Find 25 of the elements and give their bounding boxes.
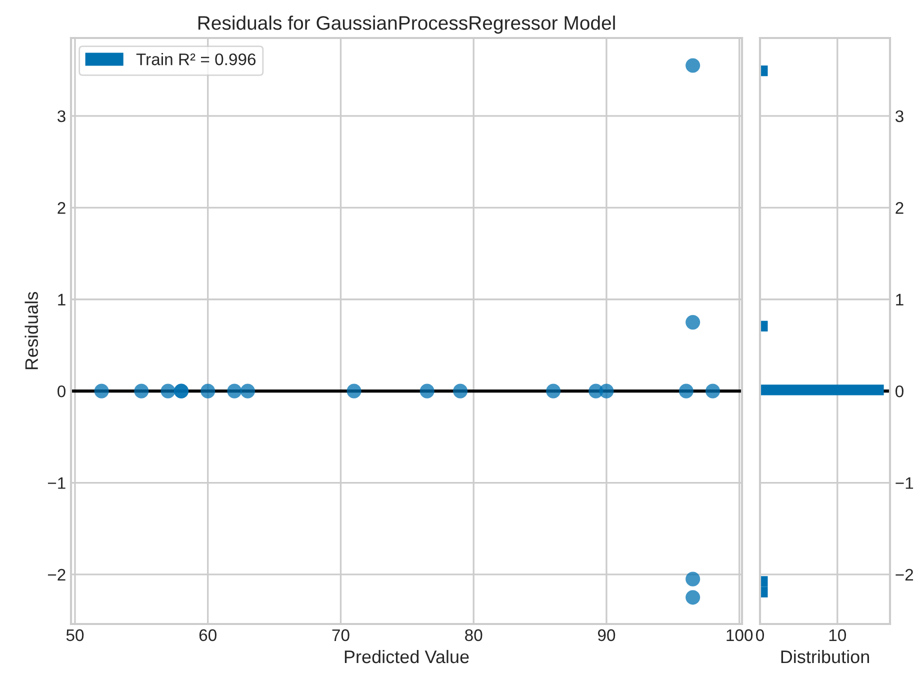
y-tick-label: −2 [48,568,66,581]
y-tick-label: −2 [896,568,914,581]
y-tick-label: 3 [895,110,904,122]
y-tick-label: 2 [58,202,66,214]
x-tick-label: 50 [66,629,84,642]
x-tick-label: 0 [756,629,764,642]
x-tick-label: 80 [465,629,482,642]
y-tick-label: 1 [896,294,904,306]
y-tick-label: 3 [58,110,66,122]
legend-label: Train R² = 0.996 [136,53,256,66]
x-axis-title: Distribution [781,650,869,664]
x-tick-label: 100 [726,629,753,642]
y-tick-label: 1 [58,294,66,306]
y-tick-label: 2 [896,202,904,214]
x-tick-label: 10 [829,629,846,642]
x-tick-label: 60 [199,629,216,642]
y-axis-title: Residuals [24,292,38,370]
x-tick-label: 70 [332,629,350,642]
y-tick-label: 0 [896,385,904,398]
x-axis-title: Predicted Value [344,650,469,664]
y-tick-label: 0 [58,385,66,398]
chart-title: Residuals for GaussianProcessRegressor Model [198,16,615,34]
y-tick-label: −1 [48,477,66,489]
y-tick-label: −1 [896,477,914,489]
x-tick-label: 90 [598,629,616,642]
